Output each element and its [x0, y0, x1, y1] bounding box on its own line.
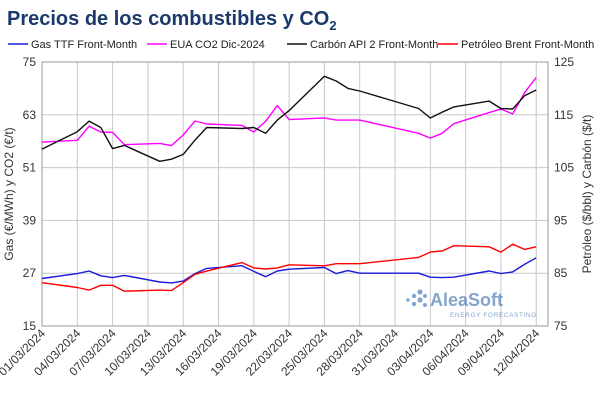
left-tick-label-0: 15 — [23, 319, 37, 333]
watermark-logo: AleaSoft ENERGY FORECASTING — [406, 289, 537, 319]
left-axis-ticks: 15 27 39 51 63 75 — [23, 55, 37, 333]
right-axis-title: Petróleo ($/bbl) y Carbón ($/t) — [580, 115, 594, 274]
right-tick-label-4: 115 — [554, 108, 573, 122]
series-line-0 — [41, 257, 537, 284]
left-tick-label-1: 27 — [23, 266, 37, 280]
series-lines — [41, 75, 537, 292]
series-line-2 — [41, 75, 537, 163]
x-axis-ticks: 01/03/202404/03/202407/03/202410/03/2024… — [0, 326, 543, 379]
left-tick-label-2: 39 — [23, 213, 37, 227]
series-line-3 — [41, 243, 537, 292]
chart-title-subscript: 2 — [329, 18, 336, 33]
series-line-1 — [41, 76, 537, 147]
left-tick-label-5: 75 — [23, 55, 37, 69]
left-tick-label-3: 51 — [23, 161, 37, 175]
right-tick-label-5: 125 — [554, 55, 574, 69]
left-axis-title: Gas (€/MWh) y CO2 (€/t) — [2, 127, 16, 260]
right-tick-label-2: 95 — [554, 213, 568, 227]
legend-label-3: Petróleo Brent Front-Month — [461, 39, 594, 51]
right-tick-label-0: 75 — [554, 319, 568, 333]
legend-label-2: Carbón API 2 Front-Month — [310, 39, 438, 51]
legend: Gas TTF Front-Month EUA CO2 Dic-2024 Carbó… — [8, 39, 594, 51]
right-tick-label-3: 105 — [554, 161, 574, 175]
chart-title: Precios de los combustibles y CO2 — [7, 8, 337, 33]
watermark-title: AleaSoft — [430, 290, 503, 310]
left-tick-label-4: 63 — [23, 108, 37, 122]
watermark-subtitle: ENERGY FORECASTING — [450, 312, 537, 319]
legend-label-1: EUA CO2 Dic-2024 — [170, 39, 265, 51]
legend-label-0: Gas TTF Front-Month — [31, 39, 137, 51]
gridlines — [42, 62, 548, 326]
right-axis-ticks: 75 85 95 105 115 125 — [554, 55, 574, 333]
right-tick-label-1: 85 — [554, 266, 568, 280]
plot-frame — [41, 61, 549, 327]
